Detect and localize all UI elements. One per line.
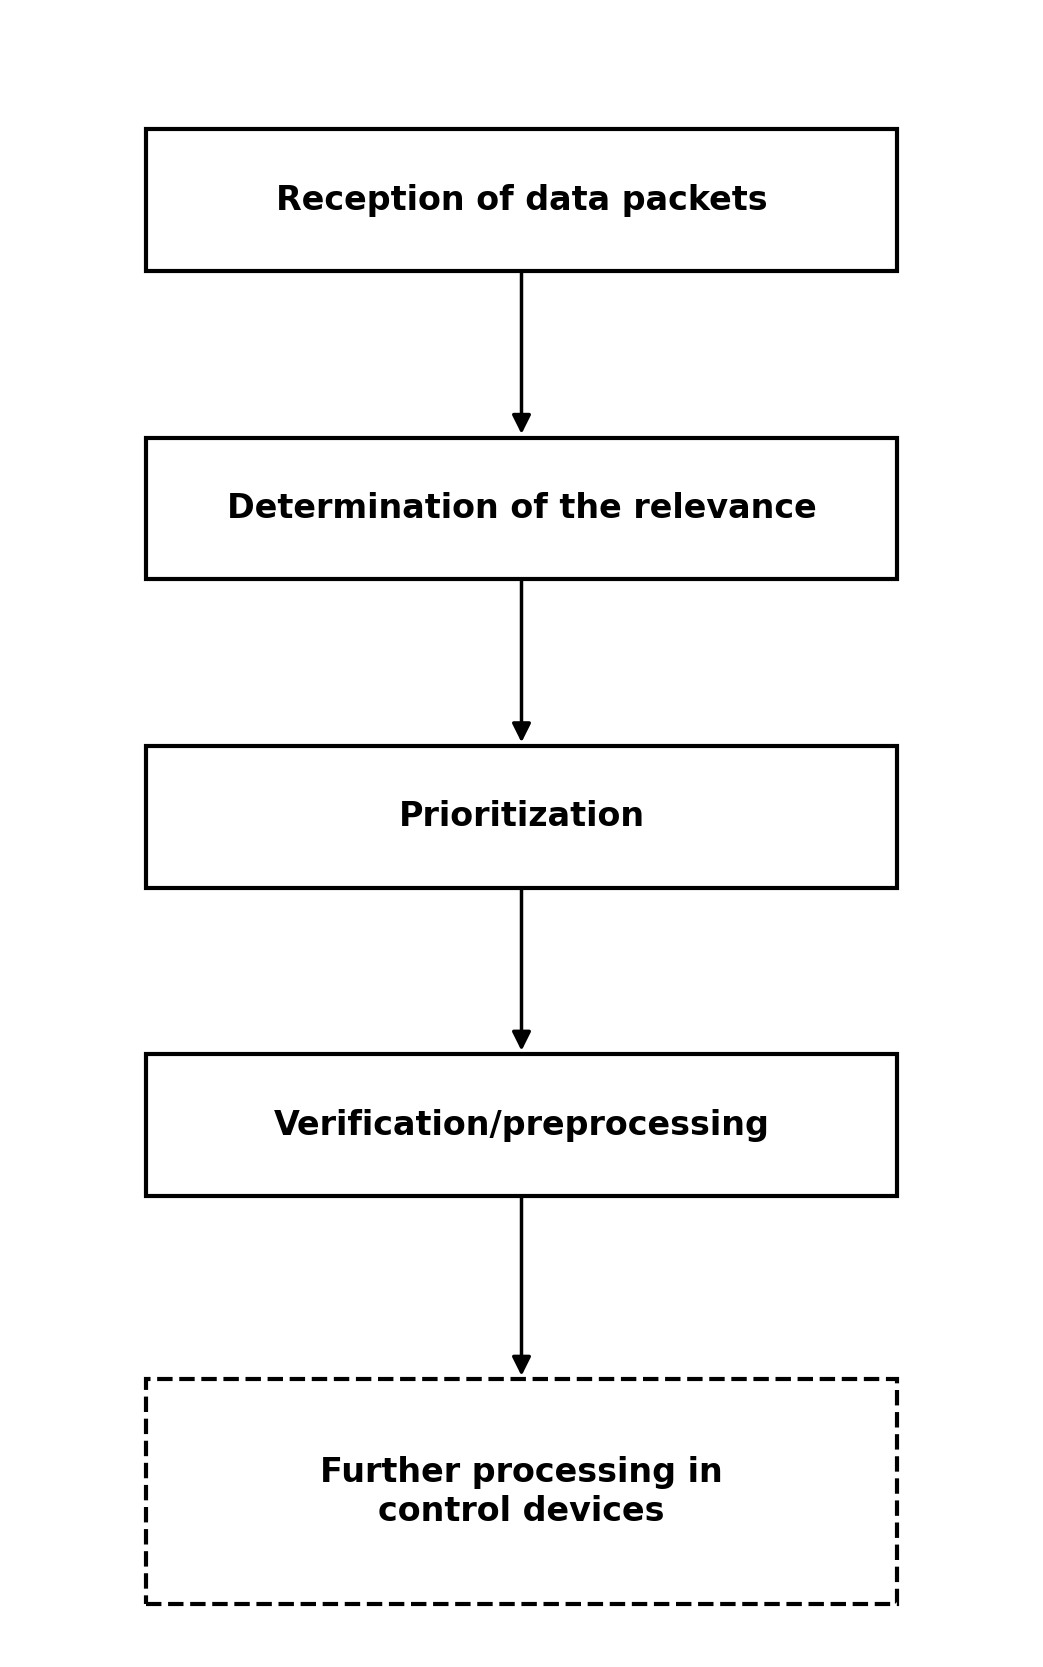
Text: Determination of the relevance: Determination of the relevance <box>226 492 817 525</box>
Bar <box>146 747 897 887</box>
Text: Prioritization: Prioritization <box>398 800 645 834</box>
Bar <box>146 130 897 270</box>
Text: Verification/preprocessing: Verification/preprocessing <box>273 1109 770 1142</box>
Text: Reception of data packets: Reception of data packets <box>275 183 768 217</box>
Bar <box>146 1054 897 1197</box>
Bar <box>146 437 897 578</box>
Bar <box>146 1380 897 1604</box>
Text: Further processing in
control devices: Further processing in control devices <box>320 1457 723 1527</box>
